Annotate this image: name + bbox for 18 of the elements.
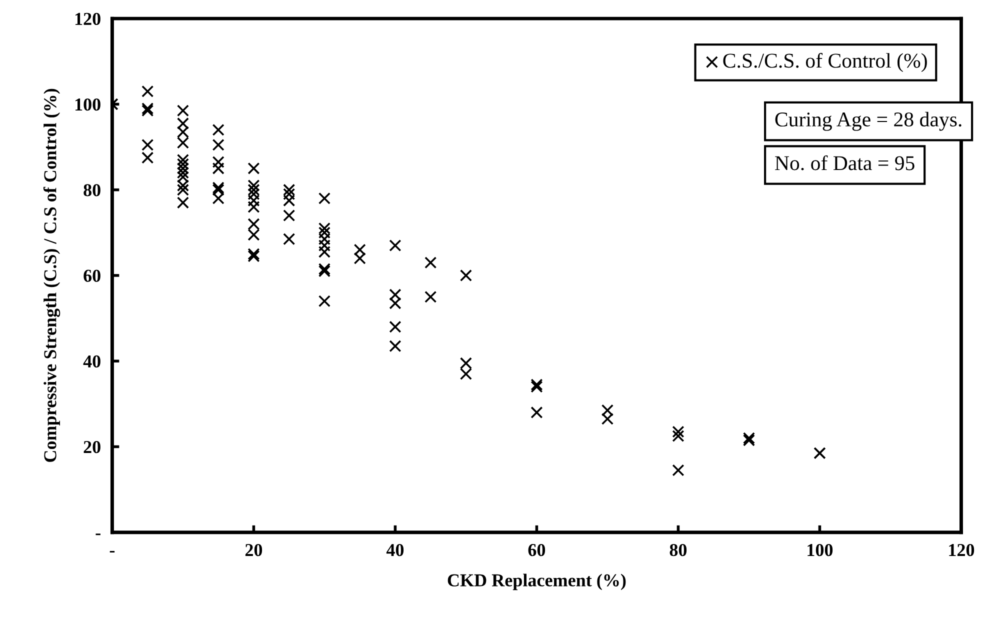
annotation: Curing Age = 28 days. bbox=[775, 112, 962, 131]
x-axis-title: CKD Replacement (%) bbox=[448, 574, 626, 590]
x-tick-label: 40 bbox=[386, 544, 404, 556]
x-tick-label: 120 bbox=[949, 544, 974, 556]
x-tick-label: 60 bbox=[528, 544, 546, 556]
y-tick-label: 20 bbox=[84, 440, 100, 454]
x-tick-label: 20 bbox=[245, 544, 262, 556]
y-tick-label: - bbox=[96, 534, 100, 536]
y-tick-label: 40 bbox=[83, 355, 100, 368]
y-axis-title: Compressive Strength (C.S) / C.S of Control (%) bbox=[43, 88, 60, 462]
y-tick-label: 80 bbox=[84, 184, 100, 196]
x-tick-label: 100 bbox=[808, 544, 833, 556]
x-tick-label: 80 bbox=[670, 544, 687, 556]
annotation: No. of Data = 95 bbox=[775, 155, 914, 170]
y-tick-label: 100 bbox=[75, 98, 100, 111]
legend-label: C.S./C.S. of Control (%) bbox=[723, 52, 927, 72]
y-tick-label: 120 bbox=[75, 12, 100, 26]
y-tick-label: 60 bbox=[84, 270, 100, 282]
